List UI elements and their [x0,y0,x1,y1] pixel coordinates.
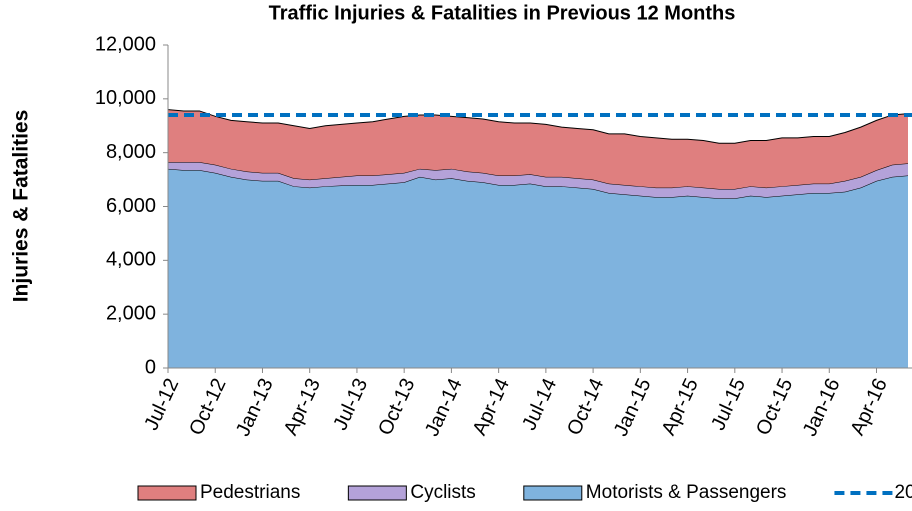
legend-label: Cyclists [410,482,475,503]
area-edge [168,161,909,190]
x-tick-label: Apr-15 [658,375,703,439]
x-tick-label: Apr-13 [280,375,325,439]
legend-label: Pedestrians [200,482,300,503]
y-tick-label: 10,000 [95,87,156,109]
legend-label: Motorists & Passengers [586,482,787,503]
y-tick-label: 12,000 [95,33,156,55]
x-tick-label: Oct-15 [752,375,797,439]
x-tick-label: Apr-14 [469,375,514,439]
x-tick-label: Jul-15 [707,375,750,434]
x-tick-label: Oct-12 [185,375,230,439]
y-tick-label: 0 [145,356,156,378]
x-tick-label: Jan-15 [610,375,656,440]
chart-title: Traffic Injuries & Fatalities in Previou… [269,2,736,24]
plot-area [168,109,912,368]
legend-swatch [347,485,407,501]
y-axis-title: Injuries & Fatalities [10,110,33,303]
x-tick-label: Apr-16 [847,375,892,439]
y-tick-label: 2,000 [106,302,156,324]
x-tick-label: Jul-14 [518,375,561,434]
legend-swatch [523,485,583,501]
x-tick-label: Jan-13 [232,375,278,440]
y-tick-label: 8,000 [106,141,156,163]
x-tick-label: Jan-16 [799,375,845,440]
area-edge [168,109,909,144]
x-tick-label: Oct-14 [563,375,608,439]
y-tick-label: 6,000 [106,195,156,217]
x-tick-label: Oct-13 [374,375,419,439]
x-tick-label: Jan-14 [421,375,467,440]
area [168,168,908,368]
legend-swatch [137,485,197,501]
area [168,109,908,190]
x-tick-label: Jul-12 [140,375,183,434]
legend-label: 2013 [894,482,912,503]
x-tick-label: Jul-13 [329,375,372,434]
y-tick-label: 4,000 [106,249,156,271]
